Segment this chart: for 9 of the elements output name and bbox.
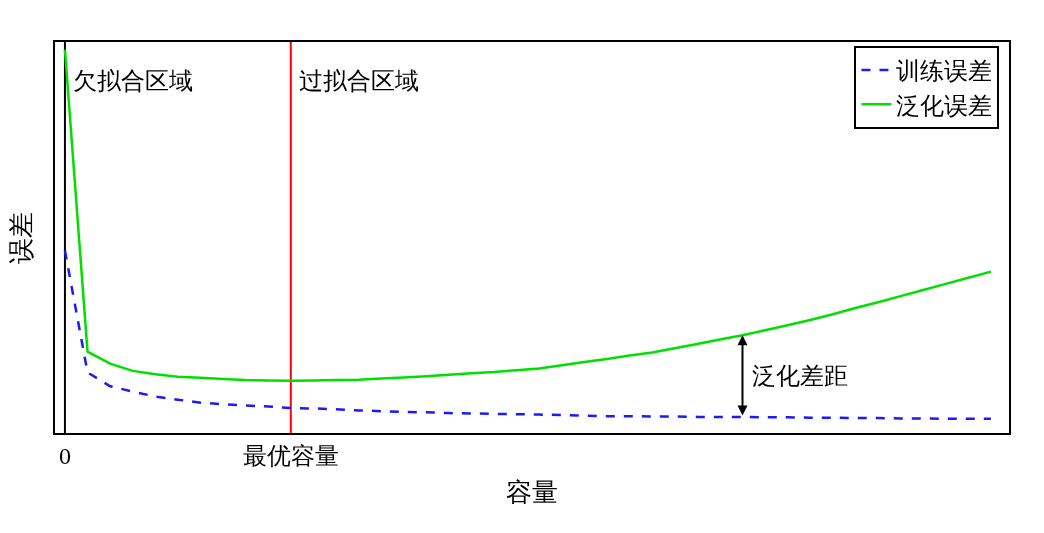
x-tick-label: 最优容量: [242, 442, 339, 469]
legend-label: 泛化误差: [896, 92, 993, 119]
y-axis-title: 误差: [6, 211, 36, 264]
annotation: 欠拟合区域: [73, 68, 193, 94]
annotation: 泛化差距: [752, 363, 848, 389]
x-axis-title: 容量: [506, 478, 558, 507]
annotation: 过拟合区域: [299, 68, 419, 94]
x-tick-label: 0: [58, 442, 71, 469]
legend-label: 训练误差: [896, 58, 993, 85]
